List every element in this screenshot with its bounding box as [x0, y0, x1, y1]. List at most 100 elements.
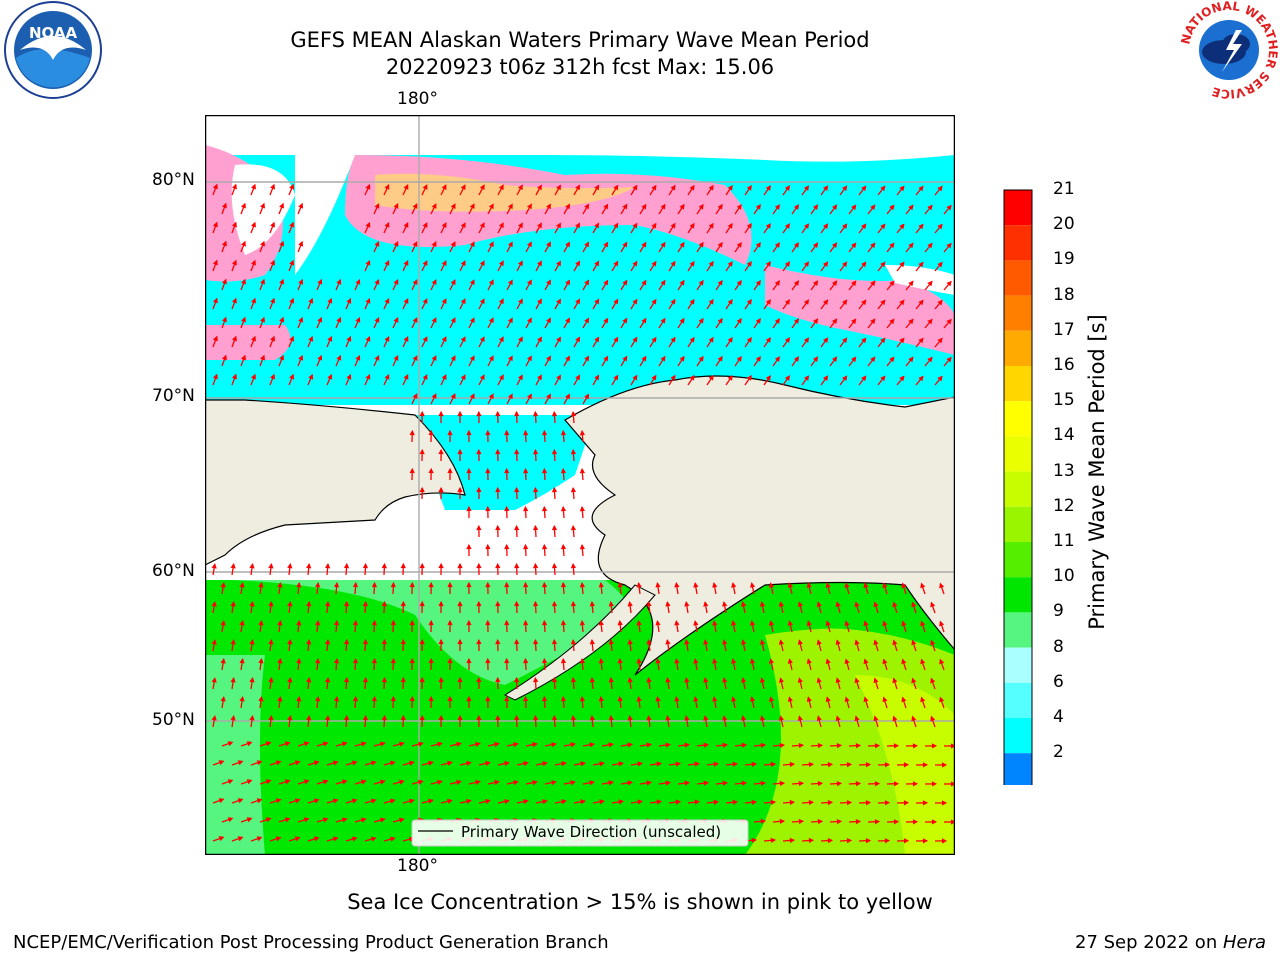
wave-arrow-head: [346, 335, 352, 342]
wave-arrow-head: [787, 582, 793, 588]
wave-arrow-head: [431, 355, 437, 361]
wave-arrow-head: [912, 781, 919, 787]
wave-arrow-head: [708, 260, 714, 267]
wave-arrow-head: [523, 657, 529, 664]
wave-arrow-head: [622, 279, 628, 286]
wave-arrow-head: [722, 780, 729, 786]
wave-arrow-head: [327, 297, 333, 304]
wave-arrow-head: [403, 374, 409, 380]
wave-arrow-head: [277, 657, 283, 664]
wave-arrow-head: [450, 355, 456, 361]
wave-arrow-head: [870, 280, 876, 287]
wave-arrow-head: [622, 241, 628, 248]
wave-arrow-head: [797, 715, 803, 721]
colorbar-tick-label: 9: [1053, 601, 1064, 622]
wave-arrow-head: [230, 563, 236, 569]
wave-arrow-head: [765, 375, 771, 381]
wave-arrow-head: [812, 242, 819, 248]
wave-arrow-head: [918, 299, 924, 306]
wave-arrow-head: [231, 335, 237, 342]
wave-arrow-head: [732, 761, 739, 767]
wave-arrow-head: [279, 278, 285, 285]
wave-arrow-head: [333, 657, 340, 664]
wave-arrow-head: [660, 203, 666, 210]
wave-arrow-head: [732, 799, 739, 805]
wave-arrow-head: [556, 260, 561, 267]
wave-arrow-head: [646, 601, 652, 607]
wave-arrow-head: [466, 505, 472, 512]
wave-arrow-head: [403, 260, 409, 266]
wave-arrow-head: [322, 741, 329, 747]
wave-arrow-head: [870, 356, 876, 363]
wave-arrow-head: [873, 677, 879, 684]
wave-arrow-head: [865, 800, 872, 806]
wave-arrow-head: [708, 374, 714, 381]
wave-arrow-head: [637, 799, 643, 805]
wave-arrow-head: [665, 677, 671, 683]
wave-arrow-head: [797, 601, 803, 607]
wave-arrow-head: [268, 638, 274, 645]
wave-arrow-head: [457, 676, 463, 683]
wave-arrow-head: [476, 600, 482, 607]
wave-arrow-head: [306, 600, 312, 607]
wave-arrow-head: [561, 799, 567, 805]
wave-arrow-head: [832, 356, 838, 363]
wave-arrow-head: [655, 696, 661, 702]
wave-arrow-head: [823, 261, 829, 267]
wave-arrow-head: [495, 638, 501, 645]
wave-arrow-head: [873, 639, 879, 646]
wave-arrow-head: [679, 279, 685, 286]
wave-arrow-head: [523, 695, 529, 702]
footer-host: Hera: [1222, 932, 1266, 953]
wave-arrow-head: [746, 337, 752, 343]
wave-arrow-head: [456, 741, 462, 747]
wave-arrow-head: [488, 317, 494, 324]
wave-arrow-head: [842, 185, 848, 192]
wave-arrow-head: [575, 374, 581, 381]
wave-arrow-head: [324, 638, 331, 645]
wave-arrow-head: [212, 373, 218, 380]
wave-arrow-head: [419, 600, 425, 607]
wave-arrow-head: [475, 779, 481, 786]
wave-arrow-head: [308, 373, 314, 380]
wave-arrow-head: [469, 203, 475, 210]
wave-arrow-head: [893, 743, 900, 749]
wave-arrow-head: [504, 581, 510, 588]
colorbar-bin: [1004, 577, 1032, 613]
wave-arrow-head: [419, 714, 425, 721]
wave-arrow-head: [722, 601, 728, 607]
wave-arrow-head: [641, 355, 647, 362]
wave-arrow-head: [589, 676, 595, 683]
wave-arrow-head: [674, 620, 680, 626]
wave-arrow-head: [584, 241, 590, 248]
colorbar-tick-label: 15: [1053, 390, 1075, 411]
wave-arrow-head: [556, 298, 561, 305]
wave-arrow-head: [787, 658, 793, 664]
wave-arrow-head: [812, 280, 819, 286]
wave-arrow-head: [863, 582, 869, 589]
wave-arrow-head: [892, 639, 898, 646]
wave-arrow-head: [270, 335, 276, 342]
wave-arrow-head: [227, 779, 234, 785]
colorbar-tick-label: 12: [1053, 495, 1075, 516]
wave-arrow-head: [812, 204, 819, 210]
wave-arrow-head: [918, 223, 924, 230]
wave-arrow-head: [384, 184, 390, 190]
colorbar-bin: [1004, 225, 1032, 261]
wave-arrow-head: [911, 639, 917, 646]
wave-arrow-head: [504, 760, 510, 767]
wave-arrow-head: [556, 222, 561, 229]
wave-arrow-head: [713, 761, 720, 767]
nws-logo: NATIONAL WEATHER SERVICE: [1178, 0, 1280, 100]
wave-arrow-head: [575, 336, 581, 343]
wave-arrow-head: [279, 354, 285, 361]
wave-arrow-head: [584, 355, 590, 362]
wave-arrow-head: [527, 393, 532, 400]
wave-arrow-head: [360, 741, 367, 747]
wave-arrow-head: [450, 203, 456, 209]
wave-arrow-head: [370, 836, 377, 842]
wave-arrow-head: [556, 374, 561, 381]
wave-arrow-head: [403, 184, 409, 190]
wave-arrow-head: [279, 202, 285, 209]
wave-arrow-head: [946, 280, 952, 287]
